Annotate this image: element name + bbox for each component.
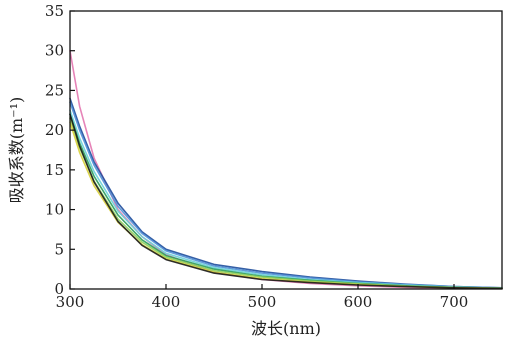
series-line-2 — [69, 97, 503, 289]
y-tick-label: 10 — [45, 201, 64, 219]
series-line-5 — [69, 113, 503, 290]
y-tick-label: 0 — [54, 280, 64, 298]
x-tick-label: 500 — [248, 293, 277, 311]
x-tick-label: 300 — [56, 293, 85, 311]
plot-frame — [69, 10, 503, 290]
series-line-1 — [69, 49, 503, 290]
y-tick-label: 5 — [54, 240, 64, 258]
series-line-7 — [69, 121, 503, 290]
series-layer — [69, 49, 503, 290]
y-tick-label: 25 — [45, 81, 64, 99]
series-line-4 — [69, 109, 503, 290]
x-axis-label: 波长(nm) — [251, 319, 321, 338]
x-tick-label: 700 — [440, 293, 469, 311]
y-tick-label: 15 — [45, 161, 64, 179]
y-tick-label: 20 — [45, 121, 64, 139]
y-tick-label: 35 — [45, 2, 64, 20]
series-line-6 — [69, 117, 503, 290]
ticks-layer: 300 400 500 600 700 0 5 10 15 20 25 30 35 — [45, 2, 468, 311]
x-tick-label: 600 — [344, 293, 373, 311]
x-tick-label: 400 — [152, 293, 181, 311]
series-line-3 — [69, 101, 503, 289]
y-tick-label: 30 — [45, 42, 64, 60]
y-axis-label: 吸收系数(m⁻¹) — [7, 97, 26, 204]
series-line-8 — [69, 113, 503, 290]
